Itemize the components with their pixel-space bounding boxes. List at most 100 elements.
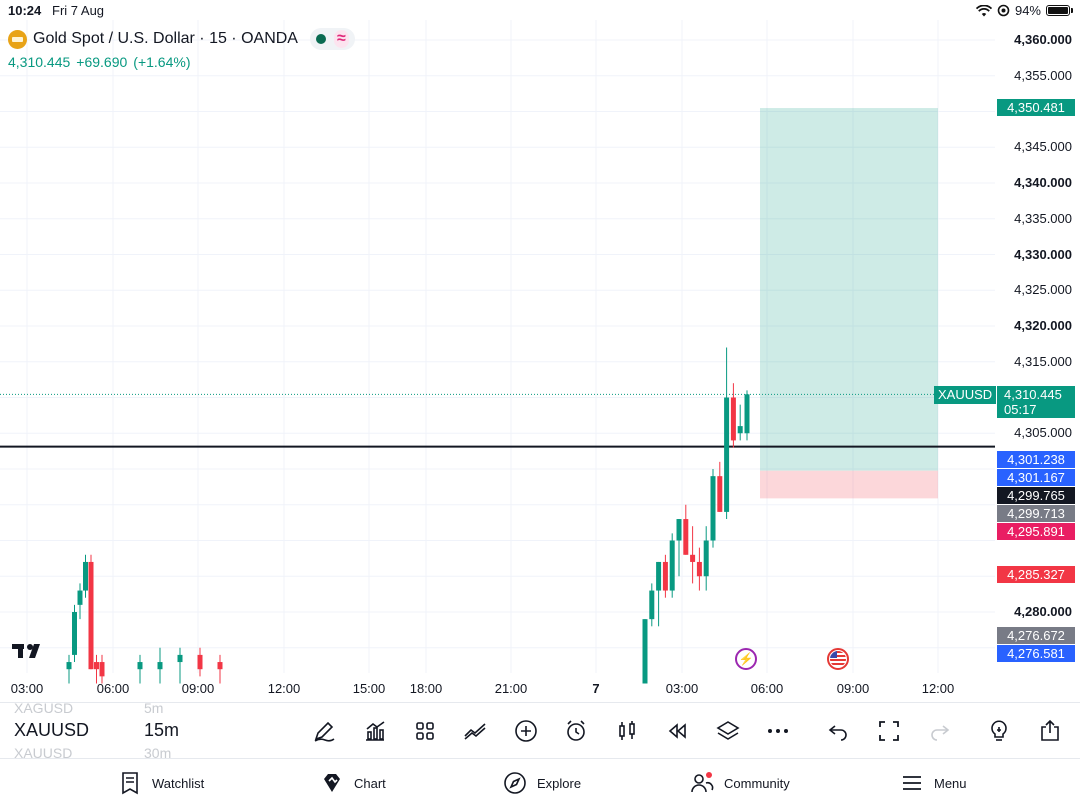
price-label: 4,285.327 — [997, 566, 1075, 583]
symbol-picker[interactable]: XAGUSD XAUUSD XAUUSD — [14, 703, 114, 759]
candle-body — [730, 397, 736, 441]
candle-body — [717, 476, 723, 512]
approx-wave-icon: ≈ — [333, 30, 349, 48]
candle-body — [88, 561, 94, 670]
nav-community-label: Community — [724, 775, 790, 791]
price-label: 4,299.765 — [997, 487, 1075, 504]
candle-body — [137, 662, 143, 670]
gold-symbol-icon — [8, 29, 27, 49]
price-tick: 4,315.000 — [1014, 353, 1072, 369]
time-tick: 12:00 — [267, 681, 301, 696]
time-tick: 06:00 — [750, 681, 784, 696]
candle-body — [696, 561, 702, 577]
price-tick: 4,360.000 — [1014, 32, 1072, 47]
status-icons: 94% — [975, 3, 1073, 18]
position-target-zone — [760, 108, 938, 471]
redo-icon[interactable] — [926, 717, 954, 745]
price-label: 4,276.581 — [997, 645, 1075, 662]
indicators-icon[interactable] — [361, 717, 389, 745]
candle-body — [94, 662, 99, 670]
symbol-selected[interactable]: XAUUSD — [14, 720, 90, 740]
fullscreen-icon[interactable] — [875, 717, 903, 745]
symbol-title[interactable]: Gold Spot / U.S. Dollar · 15 · OANDA — [33, 30, 298, 47]
compass-icon — [504, 772, 526, 794]
candle-body — [83, 561, 88, 591]
nav-watchlist-label: Watchlist — [152, 775, 205, 791]
battery-icon — [1046, 5, 1073, 16]
undo-icon[interactable] — [824, 717, 852, 745]
candle-body — [703, 540, 709, 577]
timeframe-picker[interactable]: 5m 15m 30m — [144, 703, 204, 759]
chart-toolbar: XAGUSD XAUUSD XAUUSD 5m 15m 30m — [0, 702, 1080, 759]
share-icon[interactable] — [1036, 717, 1064, 745]
drawing-pen-icon[interactable] — [310, 717, 338, 745]
candle-body — [66, 662, 72, 670]
nav-chart[interactable]: Chart — [320, 771, 386, 795]
lightning-event-icon[interactable]: ⚡ — [735, 648, 757, 670]
candle-body — [676, 519, 682, 541]
candle-body — [157, 662, 163, 670]
current-symbol-tag: XAUUSD — [934, 386, 997, 404]
header-change: +69.690 — [76, 54, 128, 70]
candle-body — [662, 561, 668, 591]
price-tick: 4,280.000 — [1014, 604, 1072, 619]
price-tick: 4,325.000 — [1014, 282, 1072, 298]
timeframe-selected[interactable]: 15m — [144, 720, 180, 740]
replay-icon[interactable] — [663, 717, 691, 745]
more-icon[interactable] — [764, 717, 792, 745]
nav-explore[interactable]: Explore — [503, 771, 581, 795]
alarm-icon[interactable] — [562, 717, 590, 745]
bottom-navigation: Watchlist Chart Explore Community Menu — [0, 758, 1080, 810]
candle-body — [737, 426, 743, 434]
price-tick: 4,320.000 — [1014, 318, 1072, 333]
candle-body — [649, 590, 655, 620]
time-tick: 06:00 — [96, 681, 130, 696]
price-tick: 4,345.000 — [1014, 139, 1072, 155]
price-tick: 4,355.000 — [1014, 67, 1072, 83]
indicator-status-pill[interactable]: ≈ — [309, 28, 355, 50]
candle-body — [77, 590, 83, 605]
layers-icon[interactable] — [714, 717, 742, 745]
market-open-dot-icon — [315, 34, 326, 44]
price-label: 4,301.167 — [997, 469, 1075, 486]
wifi-icon — [975, 4, 992, 16]
nav-menu[interactable]: Menu — [900, 771, 967, 795]
symbol-next: XAUUSD — [14, 745, 73, 759]
chart-diamond-icon — [324, 774, 340, 792]
time-tick: 09:00 — [181, 681, 215, 696]
candle-body — [177, 654, 183, 663]
community-people-icon — [691, 772, 714, 793]
price-tick: 4,330.000 — [1014, 246, 1072, 262]
candle-body — [724, 397, 730, 512]
nav-watchlist[interactable]: Watchlist — [118, 771, 204, 795]
symbol-prev: XAGUSD — [14, 703, 74, 716]
nav-community[interactable]: Community — [690, 771, 790, 795]
layout-grid-icon[interactable] — [411, 717, 439, 745]
nav-explore-label: Explore — [537, 775, 582, 791]
candle-body — [217, 662, 223, 670]
time-tick: 21:00 — [494, 681, 528, 696]
watchlist-icon — [122, 772, 138, 795]
symbol-header: Gold Spot / U.S. Dollar · 15 · OANDA ≈ 4… — [8, 28, 355, 70]
candles-icon[interactable] — [613, 717, 641, 745]
header-price: 4,310.445 — [8, 54, 71, 70]
compare-icon[interactable] — [461, 717, 489, 745]
timeframe-prev: 5m — [144, 703, 164, 716]
nav-menu-label: Menu — [934, 775, 967, 791]
price-tick: 4,305.000 — [1014, 425, 1072, 441]
price-label: 4,299.713 — [997, 505, 1075, 522]
add-icon[interactable] — [512, 717, 540, 745]
candle-body — [710, 476, 716, 541]
ideas-lightbulb-icon[interactable] — [985, 717, 1013, 745]
current-price-label: 4,310.445 05:17 — [997, 386, 1075, 418]
candle-body — [683, 519, 689, 555]
timeframe-next: 30m — [144, 745, 172, 759]
time-tick: 15:00 — [352, 681, 386, 696]
us-flag-event-icon[interactable] — [827, 648, 849, 670]
price-tick: 4,340.000 — [1014, 175, 1072, 190]
price-tick: 4,335.000 — [1014, 210, 1072, 226]
status-time: 10:24 — [8, 3, 42, 18]
chart-canvas[interactable] — [0, 0, 1080, 702]
time-tick: 03:00 — [665, 681, 699, 696]
status-bar: 10:24 Fri 7 Aug 94% — [0, 0, 1080, 22]
